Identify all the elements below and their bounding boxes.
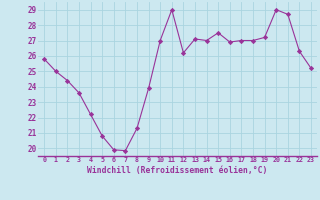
X-axis label: Windchill (Refroidissement éolien,°C): Windchill (Refroidissement éolien,°C) xyxy=(87,166,268,175)
